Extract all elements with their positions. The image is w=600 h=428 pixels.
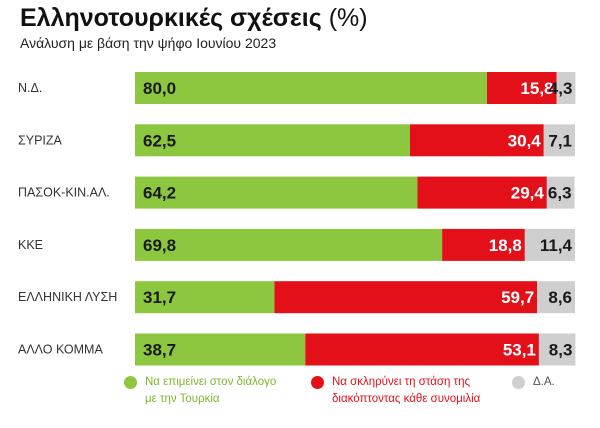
bar-segment-na xyxy=(543,124,575,157)
bar-segment-harden xyxy=(410,124,544,157)
bar-segment-dialogue xyxy=(135,124,410,157)
bar-segment-harden xyxy=(274,281,538,314)
bar-segment-dialogue xyxy=(135,176,418,209)
legend-swatch-harden xyxy=(311,376,324,389)
value-label-harden: 53,1 xyxy=(503,341,536,360)
value-label-na: 8,3 xyxy=(549,341,573,360)
category-label: Ν.Δ. xyxy=(18,81,42,95)
value-label-dialogue: 38,7 xyxy=(143,341,176,360)
bar-segment-dialogue xyxy=(135,72,487,104)
value-label-dialogue: 62,5 xyxy=(143,131,176,150)
legend-label-dialogue: Να επιμείνει στον διάλογο με την Τουρκία xyxy=(145,376,277,405)
value-label-na: 6,3 xyxy=(548,184,572,203)
category-label: ΣΥΡΙΖΑ xyxy=(18,133,63,147)
chart-legend: Να επιμείνει στον διάλογο με την Τουρκία… xyxy=(0,374,600,424)
value-label-dialogue: 69,8 xyxy=(143,236,176,255)
value-label-harden: 30,4 xyxy=(508,131,542,150)
bar-segment-dialogue xyxy=(135,333,306,366)
stacked-bar-chart: Ν.Δ. 80,0 15,84,3 ΣΥΡΙΖΑ 62,5 30,4 7,1 ΠΑΣΟΚ-ΚΙ… xyxy=(18,72,576,366)
value-label-dialogue: 64,2 xyxy=(143,184,176,203)
value-label-na: 4,3 xyxy=(549,79,573,98)
bar-segment-harden xyxy=(417,176,547,209)
category-label: ΑΛΛΟ ΚΟΜΜΑ xyxy=(18,343,103,357)
bar-segment-na xyxy=(546,176,575,209)
value-label-dialogue: 31,7 xyxy=(143,288,176,307)
category-label: ΚΚΕ xyxy=(18,238,43,252)
legend-item-harden: Να σκληρύνει τη στάση της διακόπτοντας κ… xyxy=(311,374,480,408)
bar-segment-harden xyxy=(305,333,539,366)
bar-segment-harden xyxy=(442,228,525,261)
chart-title-unit: (%) xyxy=(328,4,368,32)
bar-segment-na xyxy=(524,228,575,261)
value-label-harden: 18,8 xyxy=(489,236,522,255)
legend-item-dialogue: Να επιμείνει στον διάλογο με την Τουρκία xyxy=(124,374,276,408)
value-label-harden: 59,7 xyxy=(501,288,534,307)
bar-segment-na xyxy=(537,281,575,314)
bar-segment-na xyxy=(556,72,576,104)
value-label-dialogue: 80,0 xyxy=(143,79,176,98)
bar-segment-harden xyxy=(487,72,557,104)
chart-title-text: Ελληνοτουρκικές σχέσεις xyxy=(20,4,322,32)
legend-label-harden: Να σκληρύνει τη στάση της διακόπτοντας κ… xyxy=(332,376,481,405)
value-label-na: 7,1 xyxy=(548,131,572,150)
bar-segment-dialogue xyxy=(135,228,443,261)
category-label: ΠΑΣΟΚ-ΚΙΝ.ΑΛ. xyxy=(18,186,110,200)
chart-subtitle: Ανάλυση με βάση την ψήφο Ιουνίου 2023 xyxy=(20,35,277,51)
legend-swatch-dialogue xyxy=(124,376,137,389)
legend-swatch-na xyxy=(512,376,525,389)
bar-segment-na xyxy=(538,333,576,366)
legend-item-na: Δ.Α. xyxy=(512,374,555,391)
legend-label-na: Δ.Α. xyxy=(533,376,555,388)
bar-segment-dialogue xyxy=(135,281,275,314)
value-label-harden: 15,8 xyxy=(520,79,553,98)
chart-title: Ελληνοτουρκικές σχέσεις (%) xyxy=(20,4,368,33)
value-label-na: 11,4 xyxy=(540,236,573,255)
category-label: ΕΛΛΗΝΙΚΗ ΛΥΣΗ xyxy=(18,290,117,304)
value-label-na: 8,6 xyxy=(548,288,572,307)
value-label-harden: 29,4 xyxy=(511,184,545,203)
